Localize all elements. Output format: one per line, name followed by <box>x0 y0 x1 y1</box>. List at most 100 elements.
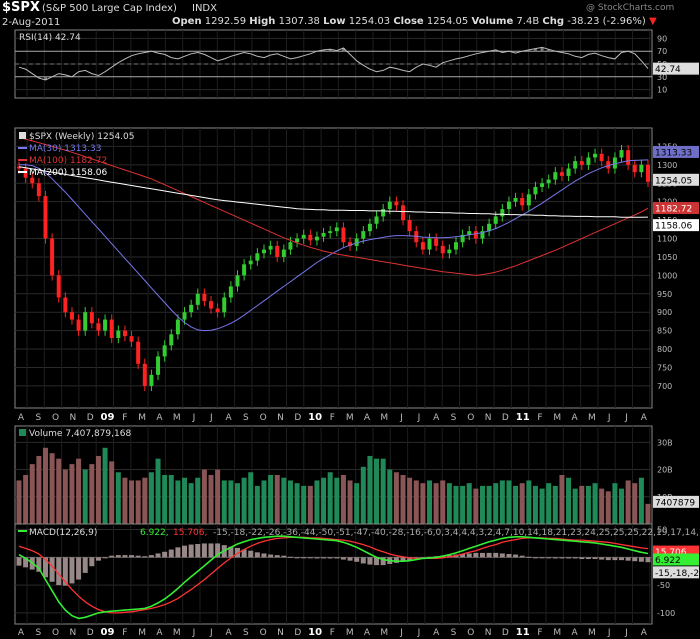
volume-bar <box>95 455 101 524</box>
volume-bar <box>612 483 618 524</box>
candle-body <box>314 236 319 241</box>
volume-bar <box>539 488 545 524</box>
ma-line-2 <box>18 166 649 218</box>
candle-body <box>209 301 214 309</box>
candle-body <box>76 319 81 331</box>
macd-histogram-bar <box>367 557 373 565</box>
candle-body <box>566 168 571 176</box>
x-tick-label-bottom: 09 <box>101 627 115 638</box>
x-tick-label-bottom: J <box>192 628 196 638</box>
macd-histogram-bar <box>135 555 141 558</box>
ma100-tag: 1182.72 <box>655 205 692 215</box>
x-tick-label: A <box>364 413 371 423</box>
x-tick-label: J <box>192 413 196 423</box>
candle-body <box>493 216 498 224</box>
candle-body <box>586 157 591 165</box>
macd-histogram-bar <box>605 557 611 561</box>
candle-body <box>480 231 485 239</box>
volume-bar <box>23 475 29 524</box>
candle-body <box>248 260 253 265</box>
price-tick-label: 1050 <box>657 253 677 262</box>
macd-histogram-bar <box>407 557 413 561</box>
volume-bar <box>625 480 631 524</box>
macd-histogram-bar <box>148 555 154 558</box>
candle-body <box>553 172 558 180</box>
macd-histogram-bar <box>281 555 287 558</box>
x-tick-label-bottom: S <box>451 628 457 638</box>
volume-bar <box>76 458 82 524</box>
macd-hist-tag: -15,-18,-22,-26,-36,-44,-50,-51,-47,-40,… <box>655 569 700 579</box>
volume-bar <box>513 485 519 524</box>
volume-bar <box>367 455 373 524</box>
volume-bar <box>122 477 128 524</box>
candle-body <box>56 275 61 298</box>
volume-bar <box>109 461 115 524</box>
rsi-line <box>18 46 649 81</box>
volume-bar <box>82 469 88 524</box>
ma30-tag: 1313.33 <box>655 148 692 158</box>
x-tick-label: D <box>502 413 509 423</box>
candle-body <box>639 164 644 173</box>
price-tick-label: 950 <box>657 290 672 299</box>
volume-bar <box>162 475 168 524</box>
candle-body <box>513 198 518 202</box>
candle-body <box>116 330 121 338</box>
candle-body <box>23 168 28 178</box>
volume-bar <box>354 483 360 524</box>
volume-bar <box>221 480 227 524</box>
volume-bar <box>400 475 406 524</box>
exchange-label: INDX <box>192 3 217 14</box>
x-tick-label: 09 <box>101 412 115 423</box>
volume-value: 7.4B <box>516 16 540 27</box>
volume-bar <box>340 475 346 524</box>
candle-body <box>460 234 465 243</box>
low-label: Low <box>323 16 346 27</box>
volume-bar <box>321 477 327 524</box>
x-tick-label-bottom: N <box>70 628 77 638</box>
candle-body <box>348 242 353 246</box>
candle-body <box>381 209 386 217</box>
rsi-tick-label: 90 <box>657 34 667 43</box>
macd-histogram-bar <box>393 557 399 563</box>
candle-body <box>156 356 161 375</box>
volume-bar <box>334 477 340 524</box>
volume-bar <box>36 455 42 524</box>
macd-histogram-bar <box>56 557 62 586</box>
macd-histogram-bar <box>307 557 313 559</box>
volume-bar <box>16 480 22 524</box>
volume-bar <box>387 469 393 524</box>
volume-bar <box>294 483 300 524</box>
volume-bar <box>585 485 591 524</box>
candle-body <box>453 242 458 250</box>
volume-bar <box>572 488 578 524</box>
volume-bar <box>360 466 366 524</box>
macd-title: MACD(12,26,9) <box>29 528 97 538</box>
ohlc-readout: Open 1292.59 High 1307.38 Low 1254.03 Cl… <box>172 16 657 27</box>
x-tick-label: N <box>277 413 284 423</box>
macd-histogram-bar <box>321 557 327 559</box>
open-value: 1292.59 <box>204 16 247 27</box>
candle-body <box>407 220 412 232</box>
macd-histogram-bar <box>268 554 274 558</box>
x-tick-label: S <box>451 413 457 423</box>
macd-histogram-bar <box>301 557 307 559</box>
candle-body <box>162 345 167 357</box>
candle-body <box>632 164 637 173</box>
x-tick-label: S <box>243 413 249 423</box>
candle-body <box>367 223 372 232</box>
macd-histogram-bar <box>334 557 340 559</box>
macd-tick-label: 50 <box>657 526 667 535</box>
macd-histogram-bar <box>208 543 214 558</box>
x-tick-label-bottom: O <box>260 628 267 638</box>
candle-body <box>109 319 114 338</box>
x-tick-label: F <box>537 413 542 423</box>
macd-histogram-bar <box>16 557 22 566</box>
x-tick-label-bottom: A <box>364 628 371 638</box>
candle-body <box>520 198 525 206</box>
candle-body <box>440 245 445 254</box>
volume-bar <box>56 458 62 524</box>
rsi-tick-label: 30 <box>657 73 667 82</box>
x-tick-label: M <box>380 413 388 423</box>
x-tick-label: F <box>122 413 127 423</box>
volume-bar <box>89 464 95 524</box>
